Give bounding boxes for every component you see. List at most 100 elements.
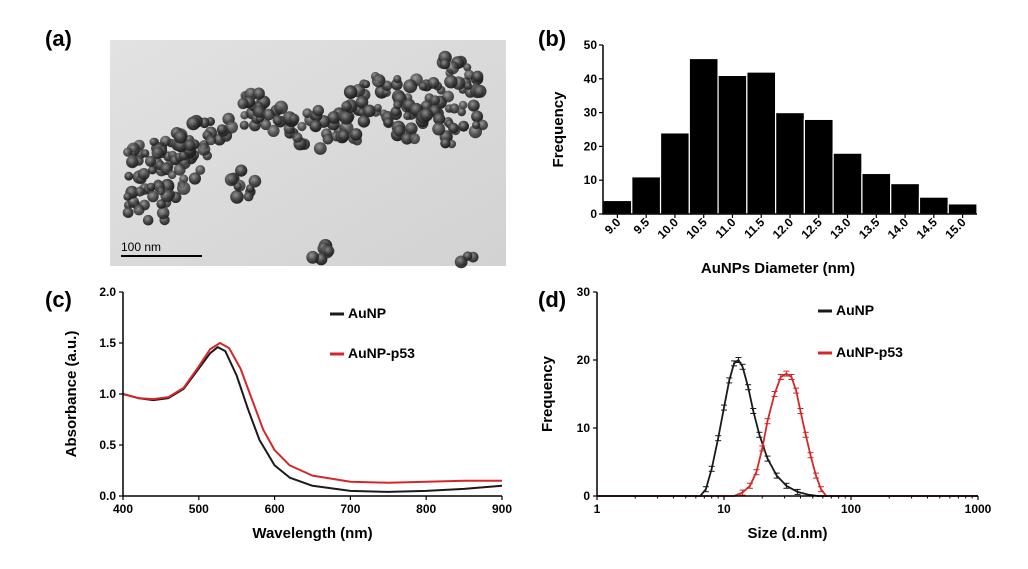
x-tick-label: 1000 [965, 502, 992, 516]
nanoparticle [123, 147, 133, 157]
nanoparticle [246, 184, 255, 193]
series-line [122, 346, 503, 493]
nanoparticle [357, 115, 371, 128]
nanoparticle [134, 186, 145, 197]
y-tick-label: 2.0 [99, 285, 116, 299]
y-tick-label: 1.5 [99, 336, 116, 350]
nanoparticle [409, 133, 420, 145]
x-tick-label: 100 [841, 502, 861, 516]
nanoparticle [471, 110, 484, 123]
y-tick-label: 0.0 [99, 489, 116, 503]
nanoparticle [151, 146, 164, 159]
nanoparticle [468, 125, 482, 139]
nanoparticle [235, 164, 248, 177]
nanoparticle [186, 116, 201, 131]
size-distribution-chart: 0 10 20 30 1 10 100 1000 Size (d.nm) Frequency AuN… [539, 285, 992, 542]
nanoparticle [327, 111, 341, 124]
x-tick-label: 14.5 [914, 215, 941, 242]
nanoparticle [142, 214, 154, 226]
nanoparticle [205, 134, 217, 146]
nanoparticle [371, 73, 386, 88]
nanoparticle [137, 168, 150, 180]
nanoparticle [149, 137, 158, 146]
x-tick-label: 12.0 [770, 215, 797, 242]
nanoparticle [173, 163, 186, 176]
histogram-bar [717, 74, 748, 215]
nanoparticle [361, 80, 371, 89]
histogram-bar [803, 118, 834, 215]
nanoparticle [262, 108, 275, 121]
series-line [597, 372, 978, 497]
nanoparticle [274, 100, 288, 115]
histogram-bar [602, 199, 633, 215]
nanoparticle [322, 134, 334, 145]
x-tick-label: 15.0 [942, 215, 969, 242]
nanoparticle [230, 190, 244, 204]
series-line [122, 342, 502, 484]
nanoparticle [167, 170, 177, 180]
x-tick-label: 14.0 [885, 215, 912, 242]
nanoparticle [239, 120, 249, 130]
x-axis-label: AuNPs Diameter (nm) [701, 260, 855, 277]
nanoparticle [429, 95, 441, 106]
nanoparticle [148, 165, 157, 175]
panel-label-a: (a) [45, 26, 72, 51]
nanoparticle [272, 115, 283, 126]
nanoparticle [463, 251, 473, 261]
nanoparticle [344, 85, 358, 100]
nanoparticle [306, 250, 320, 264]
nanoparticle [393, 100, 403, 110]
y-tick-label: 0 [583, 489, 590, 503]
nanoparticle [122, 207, 134, 219]
x-tick-label: 10.0 [655, 215, 682, 242]
x-tick-label: 9.5 [631, 215, 653, 237]
nanoparticle [393, 75, 402, 84]
series-line [597, 359, 978, 497]
nanoparticle [225, 120, 239, 134]
nanoparticle [177, 181, 191, 195]
nanoparticle [156, 187, 166, 196]
nanoparticle [439, 58, 451, 70]
nanoparticle [292, 132, 303, 143]
nanoparticle [197, 143, 211, 156]
nanoparticle [123, 192, 132, 201]
x-tick-label: 800 [416, 502, 436, 516]
nanoparticle [463, 63, 472, 72]
nanoparticle [313, 142, 327, 155]
nanoparticle [248, 174, 262, 188]
y-tick-label: 10 [577, 421, 591, 435]
nanoparticle [252, 105, 266, 118]
nanoparticle [458, 100, 468, 110]
absorbance-spectrum-chart: 0.0 0.5 1.0 1.5 2.0 400 500 600 700 800 900 Wavelen… [63, 285, 512, 542]
y-axis-label: Frequency [550, 91, 567, 168]
panel-label-d: (d) [538, 287, 566, 312]
panel-label-b: (b) [538, 26, 566, 51]
y-tick-label: 50 [584, 38, 598, 52]
histogram-bar [947, 203, 978, 215]
nanoparticle [183, 139, 196, 152]
x-axis-label: Wavelength (nm) [252, 525, 372, 542]
nanoparticle [216, 124, 227, 135]
nanoparticle [349, 128, 363, 141]
nanoparticle [418, 81, 428, 91]
x-tick-label: 400 [113, 502, 133, 516]
scale-bar-label: 100 nm [121, 240, 161, 254]
histogram-bar [631, 176, 662, 215]
x-tick-label: 600 [265, 502, 285, 516]
nanoparticle [463, 81, 473, 90]
y-tick-label: 0.5 [99, 438, 116, 452]
nanoparticle [173, 130, 188, 144]
nanoparticle [464, 69, 475, 80]
nanoparticle [403, 111, 412, 121]
nanoparticle [444, 75, 458, 89]
histogram-bar [890, 182, 921, 215]
x-axis-label: Size (d.nm) [747, 525, 827, 542]
x-tick-label: 9.0 [602, 215, 624, 237]
x-tick-label: 500 [189, 502, 209, 516]
nanoparticle [124, 171, 134, 181]
y-tick-label: 1.0 [99, 387, 116, 401]
nanoparticle [442, 90, 454, 103]
nanoparticle [297, 121, 307, 132]
nanoparticle [467, 99, 480, 112]
